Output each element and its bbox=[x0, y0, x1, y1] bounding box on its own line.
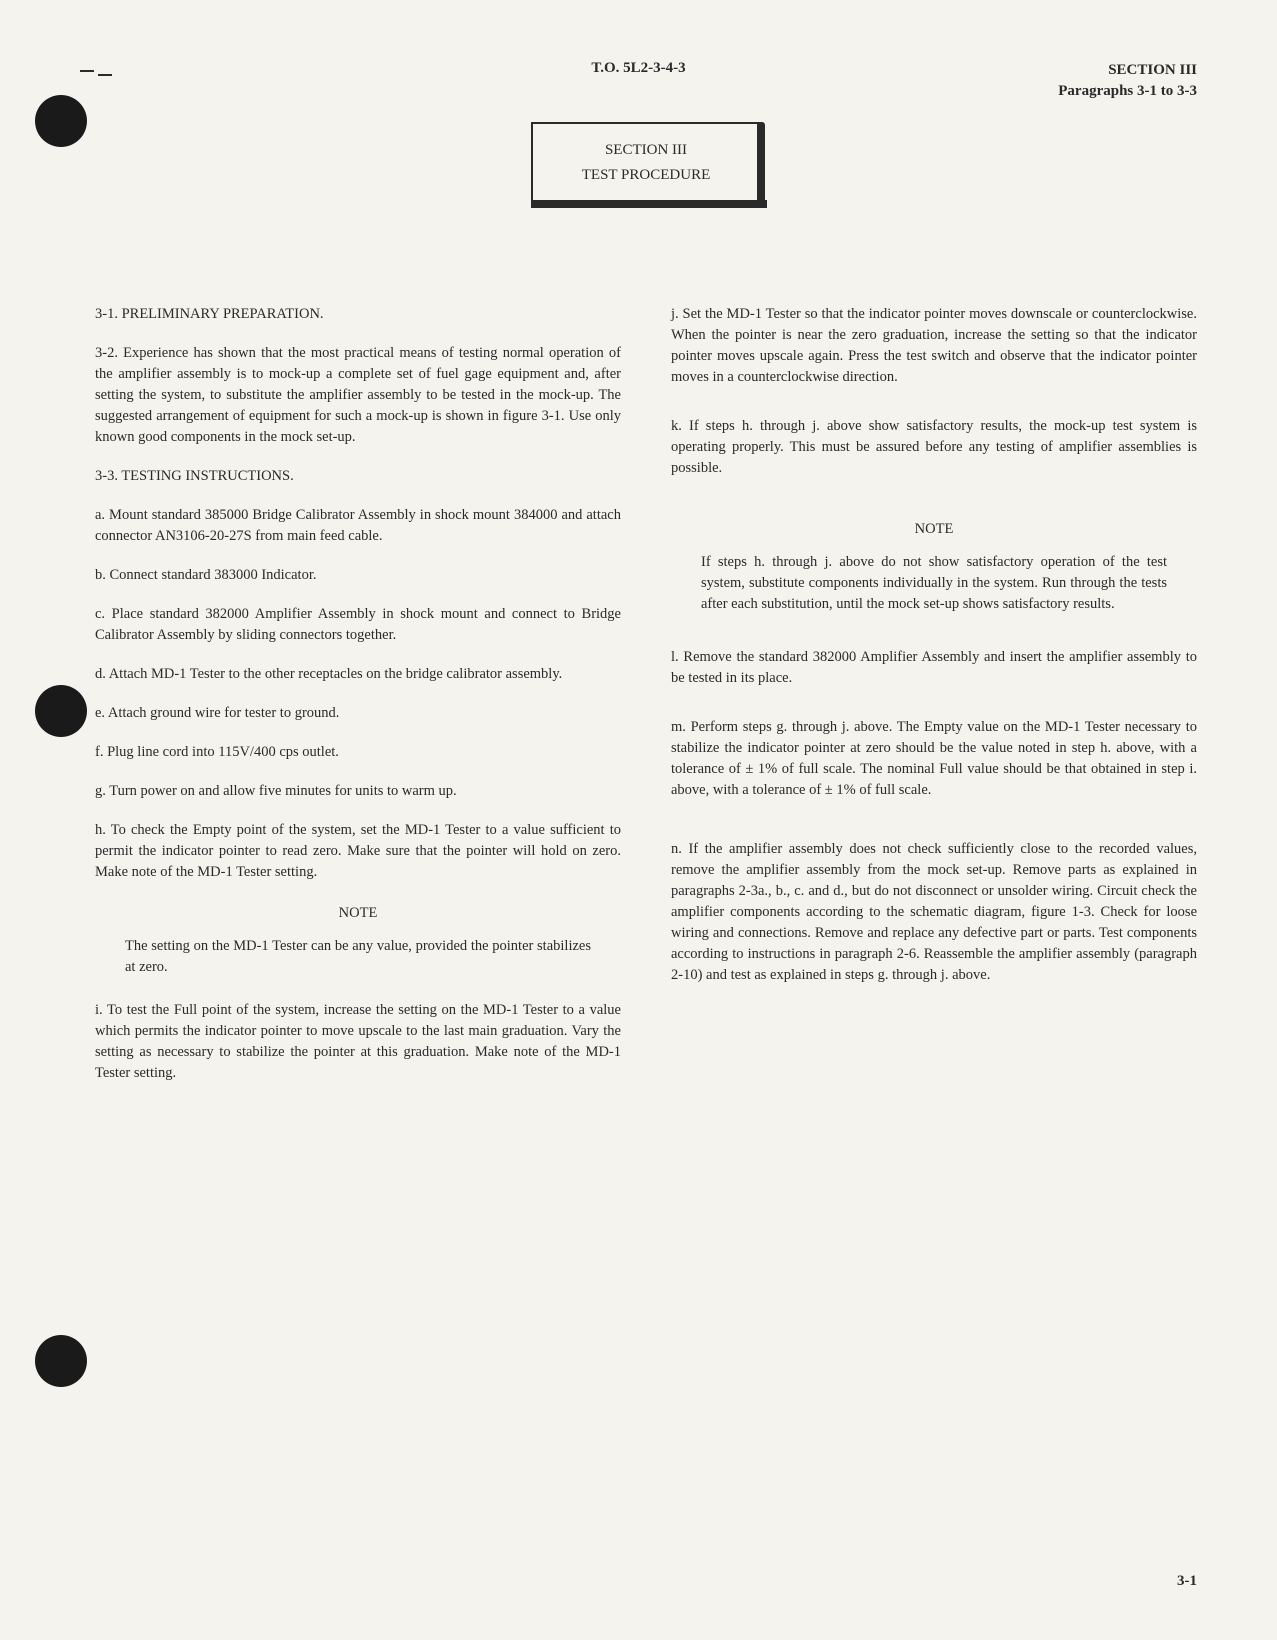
step-e: e. Attach ground wire for tester to grou… bbox=[95, 703, 621, 724]
step-f: f. Plug line cord into 115V/400 cps outl… bbox=[95, 742, 621, 763]
page-mark bbox=[80, 70, 94, 72]
page-mark bbox=[98, 74, 112, 76]
step-d: d. Attach MD-1 Tester to the other recep… bbox=[95, 664, 621, 685]
section-title-box: SECTION III TEST PROCEDURE bbox=[531, 122, 761, 204]
section-label: SECTION III bbox=[1058, 60, 1197, 81]
section-title: TEST PROCEDURE bbox=[543, 167, 749, 184]
heading-3-3: 3-3. TESTING INSTRUCTIONS. bbox=[95, 466, 621, 487]
page-header: T.O. 5L2-3-4-3 SECTION III Paragraphs 3-… bbox=[95, 60, 1197, 102]
note-heading: NOTE bbox=[95, 903, 621, 924]
note-heading: NOTE bbox=[671, 519, 1197, 540]
step-i: i. To test the Full point of the system,… bbox=[95, 1000, 621, 1084]
step-b: b. Connect standard 383000 Indicator. bbox=[95, 565, 621, 586]
document-number: T.O. 5L2-3-4-3 bbox=[591, 60, 685, 77]
paragraph-range: Paragraphs 3-1 to 3-3 bbox=[1058, 81, 1197, 102]
step-k: k. If steps h. through j. above show sat… bbox=[671, 416, 1197, 479]
header-right: SECTION III Paragraphs 3-1 to 3-3 bbox=[1058, 60, 1197, 102]
step-g: g. Turn power on and allow five minutes … bbox=[95, 781, 621, 802]
step-h: h. To check the Empty point of the syste… bbox=[95, 820, 621, 883]
hole-punch bbox=[35, 95, 87, 147]
heading-3-1: 3-1. PRELIMINARY PREPARATION. bbox=[95, 304, 621, 325]
page-number: 3-1 bbox=[1177, 1573, 1197, 1590]
hole-punch bbox=[35, 685, 87, 737]
step-a: a. Mount standard 385000 Bridge Calibrat… bbox=[95, 505, 621, 547]
content-area: 3-1. PRELIMINARY PREPARATION. 3-2. Exper… bbox=[95, 304, 1197, 1102]
paragraph-3-2: 3-2. Experience has shown that the most … bbox=[95, 343, 621, 448]
left-column: 3-1. PRELIMINARY PREPARATION. 3-2. Exper… bbox=[95, 304, 621, 1102]
box-tab bbox=[757, 122, 765, 208]
box-bottom bbox=[531, 200, 767, 208]
step-c: c. Place standard 382000 Amplifier Assem… bbox=[95, 604, 621, 646]
step-n: n. If the amplifier assembly does not ch… bbox=[671, 839, 1197, 986]
hole-punch bbox=[35, 1335, 87, 1387]
note-text: The setting on the MD-1 Tester can be an… bbox=[95, 936, 621, 978]
step-m: m. Perform steps g. through j. above. Th… bbox=[671, 717, 1197, 801]
step-l: l. Remove the standard 382000 Amplifier … bbox=[671, 647, 1197, 689]
note-text: If steps h. through j. above do not show… bbox=[671, 552, 1197, 615]
step-j: j. Set the MD-1 Tester so that the indic… bbox=[671, 304, 1197, 388]
right-column: j. Set the MD-1 Tester so that the indic… bbox=[671, 304, 1197, 1102]
section-number: SECTION III bbox=[543, 142, 749, 159]
